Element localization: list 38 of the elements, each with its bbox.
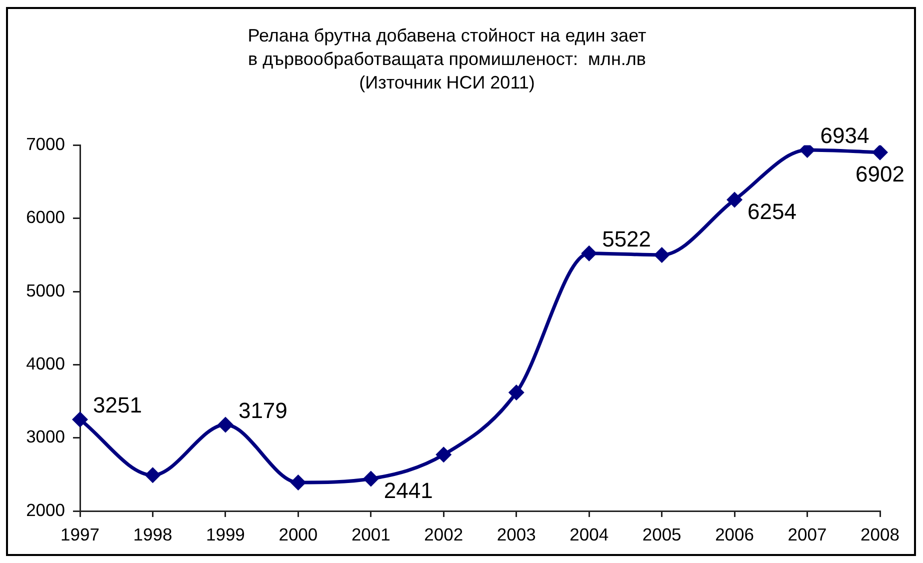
x-tick-label: 2008 — [860, 524, 900, 544]
x-tick-label: 2001 — [351, 524, 390, 544]
text: (Източник НСИ 2011) — [359, 72, 535, 92]
point — [436, 446, 452, 463]
y-tick-label: 7000 — [26, 134, 66, 154]
x-tick-label: 1998 — [133, 524, 172, 544]
point — [581, 245, 598, 262]
x-tick-label: 2004 — [570, 524, 609, 544]
data-label: 3251 — [93, 392, 142, 418]
x-tick-label: 2002 — [424, 524, 464, 544]
y-tick-label: 3000 — [26, 426, 66, 447]
x-tick-label: 2006 — [715, 524, 754, 544]
x-tick-label: 1997 — [60, 524, 100, 544]
point — [362, 470, 379, 487]
data-label: 3179 — [238, 398, 288, 423]
y-tick-label: 5000 — [26, 280, 66, 300]
chart-title: Релана брутна добавена стойност на един зает в дървообработващата промишленост: млн.лв — [248, 26, 646, 70]
x-tick-label: 2000 — [278, 524, 318, 544]
point — [290, 474, 306, 490]
x-tick-label: 2005 — [642, 524, 682, 544]
data-label: 2441 — [384, 478, 433, 503]
x-tick-label: 1999 — [206, 524, 245, 544]
point — [217, 416, 234, 433]
data-label: 6934 — [820, 123, 870, 148]
data-label: 6902 — [856, 161, 904, 186]
point — [726, 192, 743, 208]
y-tick-label: 6000 — [26, 207, 66, 228]
data-label: 6254 — [748, 198, 796, 224]
point — [872, 145, 888, 160]
x-tick-label: 2007 — [788, 524, 827, 544]
point — [654, 246, 670, 263]
x-tick-label: 2003 — [496, 524, 536, 544]
y-tick-label: 2000 — [26, 500, 66, 520]
point — [508, 384, 524, 400]
data-label: 5522 — [602, 226, 652, 252]
y-tick-label: 4000 — [26, 354, 66, 374]
point — [72, 411, 88, 428]
point — [144, 467, 161, 484]
